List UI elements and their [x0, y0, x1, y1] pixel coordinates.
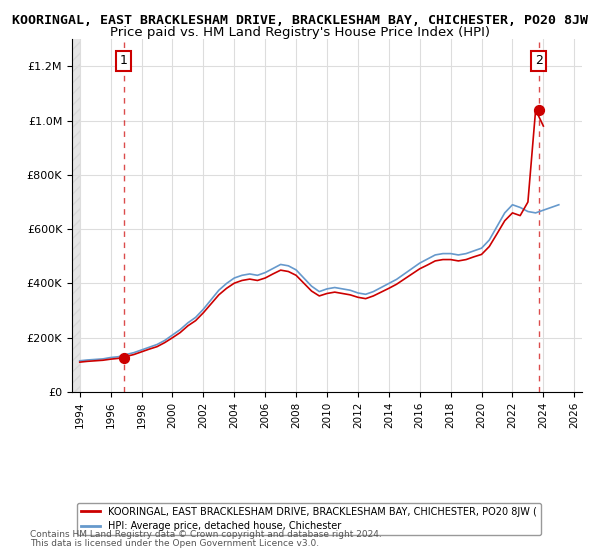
Bar: [72, 39, 80, 392]
Text: Contains HM Land Registry data © Crown copyright and database right 2024.: Contains HM Land Registry data © Crown c…: [30, 530, 382, 539]
Text: Price paid vs. HM Land Registry's House Price Index (HPI): Price paid vs. HM Land Registry's House …: [110, 26, 490, 39]
Text: 1: 1: [120, 54, 128, 67]
Text: 2: 2: [535, 54, 542, 67]
Point: [119, 354, 128, 363]
Point: [534, 105, 544, 114]
Text: KOORINGAL, EAST BRACKLESHAM DRIVE, BRACKLESHAM BAY, CHICHESTER, PO20 8JW: KOORINGAL, EAST BRACKLESHAM DRIVE, BRACK…: [12, 14, 588, 27]
Legend: KOORINGAL, EAST BRACKLESHAM DRIVE, BRACKLESHAM BAY, CHICHESTER, PO20 8JW (, HPI:: KOORINGAL, EAST BRACKLESHAM DRIVE, BRACK…: [77, 503, 541, 535]
Text: This data is licensed under the Open Government Licence v3.0.: This data is licensed under the Open Gov…: [30, 539, 319, 548]
